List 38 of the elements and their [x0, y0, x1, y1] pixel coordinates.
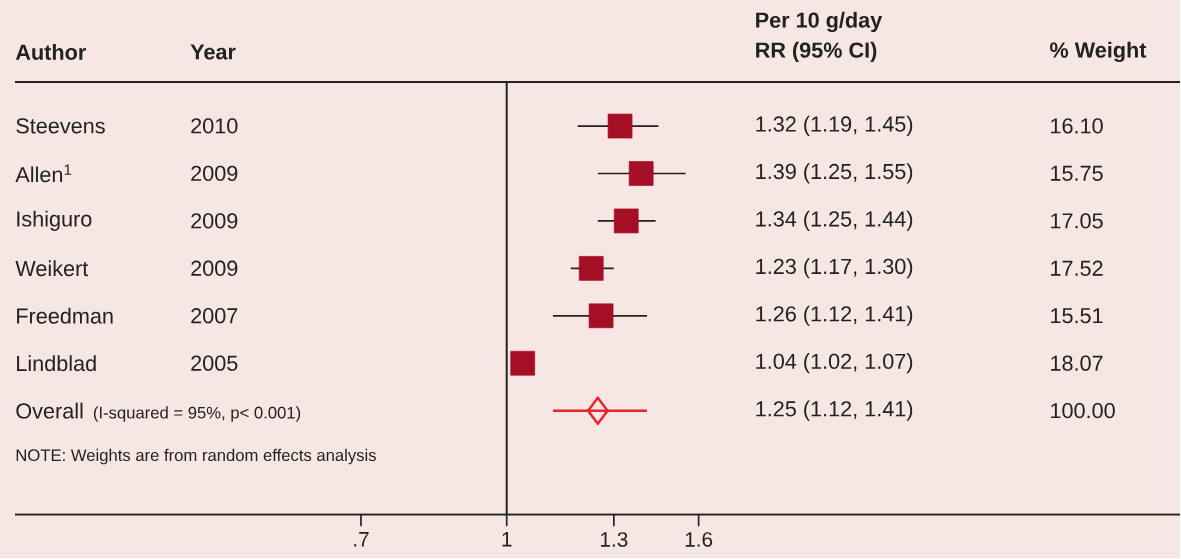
x-tick-label: 1.6	[685, 532, 713, 548]
annotation: 1.39 (1.25, 1.55)	[756, 163, 913, 184]
annotation: 15.75	[1051, 166, 1103, 182]
annotation: 15.51	[1051, 308, 1103, 324]
y-tick-label: Lindblad	[17, 355, 96, 372]
annotation: 2009	[191, 260, 238, 277]
annotation: 1.23 (1.17, 1.30)	[756, 258, 913, 279]
annotation: 2007	[191, 308, 238, 324]
annotation: 100.00	[1051, 403, 1115, 419]
text: NOTE: Weights are from random effects analysis	[16, 449, 376, 465]
y-tick-label: Ishiguro	[17, 210, 92, 232]
annotation: 2009	[191, 165, 238, 182]
x-tick-label: 1.3	[600, 532, 628, 548]
annotation: 2005	[191, 355, 238, 372]
text: Year	[190, 44, 236, 60]
annotation: 2009	[191, 213, 238, 229]
x-tick-label: 1	[502, 532, 512, 547]
annotation: 16.10	[1051, 118, 1103, 134]
annotation: 1.25 (1.12, 1.41)	[756, 400, 913, 421]
annotation: 2010	[191, 118, 238, 134]
text: Per 10 g/day	[756, 12, 883, 33]
y-tick-label: Steevens	[16, 118, 105, 134]
y-tick-label: Freedman	[17, 308, 113, 324]
annotation: 17.52	[1051, 260, 1103, 277]
text: % Weight	[1050, 42, 1147, 63]
text: RR (95% CI)	[756, 42, 877, 63]
x-tick-label: .7	[354, 532, 369, 547]
annotation: 1.32 (1.19, 1.45)	[756, 116, 913, 137]
annotation: (I-squared = 95%, p< 0.001)	[93, 406, 301, 423]
annotation: 18.07	[1051, 355, 1103, 372]
y-tick-label: Overall	[16, 402, 83, 419]
annotation: 1.04 (1.02, 1.07)	[756, 353, 913, 374]
text: Author	[15, 44, 86, 61]
annotation: 1.34 (1.25, 1.44)	[756, 210, 913, 232]
y-tick-label: Weikert	[15, 260, 89, 277]
y-tick-label: Allen$^{1}$	[15, 164, 72, 183]
annotation: 1.26 (1.12, 1.41)	[756, 305, 913, 327]
annotation: 17.05	[1051, 213, 1103, 229]
